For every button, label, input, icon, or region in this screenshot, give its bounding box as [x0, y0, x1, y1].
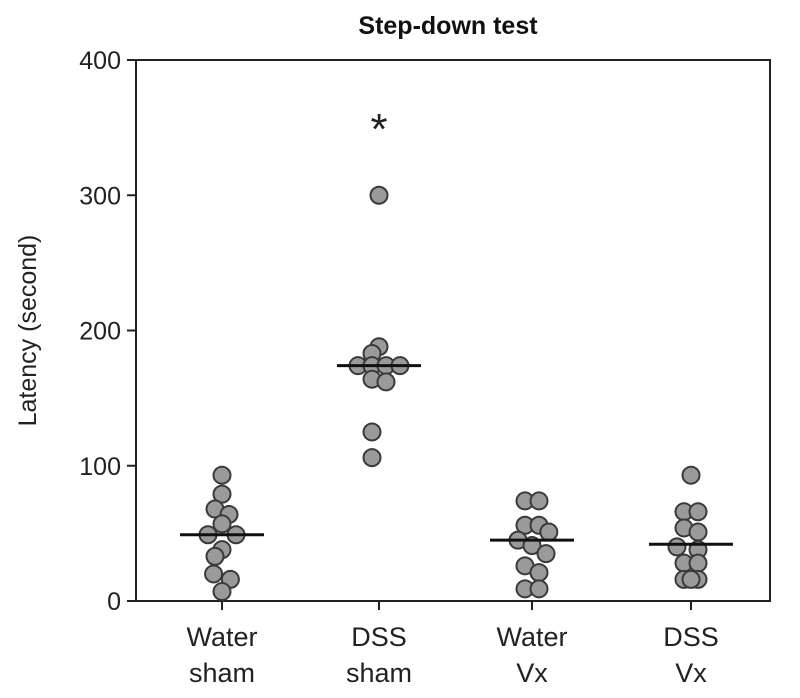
series-group: [337, 185, 421, 468]
x-category-label-line2: Vx: [516, 658, 548, 688]
data-point: [362, 422, 382, 442]
x-category-label-line1: Water: [496, 622, 567, 652]
data-point: [536, 544, 556, 564]
y-axis: 0 100 200 300 400 Latency (second): [14, 47, 136, 616]
annotations: *: [370, 105, 387, 154]
data-point: [212, 465, 232, 485]
x-category-label-line2: Vx: [675, 658, 707, 688]
data-point: [681, 569, 701, 589]
data-point: [529, 579, 549, 599]
data-point: [204, 564, 224, 584]
data-point: [681, 465, 701, 485]
y-axis-label: Latency (second): [14, 235, 42, 427]
x-category-label-line1: DSS: [351, 622, 407, 652]
data-point: [688, 522, 708, 542]
series-group: [180, 465, 264, 602]
x-category-label-line1: Water: [186, 622, 257, 652]
chart-title: Step-down test: [358, 12, 538, 40]
data-point: [362, 448, 382, 468]
data-marks: [180, 185, 733, 602]
y-tick-label: 200: [79, 318, 121, 346]
significance-asterisk: *: [370, 105, 387, 154]
x-category-label-line1: DSS: [663, 622, 719, 652]
data-point: [529, 491, 549, 511]
y-tick-label: 100: [79, 453, 121, 481]
data-point: [667, 537, 687, 557]
x-category-label-line2: sham: [189, 658, 255, 688]
data-point: [688, 553, 708, 573]
data-point: [688, 502, 708, 522]
data-point: [539, 522, 559, 542]
y-tick-label: 0: [107, 588, 121, 616]
data-point: [369, 185, 389, 205]
data-point: [212, 514, 232, 534]
y-tick-label: 300: [79, 182, 121, 210]
series-group: [649, 465, 733, 589]
series-group: [490, 491, 574, 599]
data-point: [212, 582, 232, 602]
data-point: [376, 372, 396, 392]
x-category-label-line2: sham: [346, 658, 412, 688]
data-point: [205, 546, 225, 566]
y-tick-label: 400: [79, 47, 121, 75]
data-point: [529, 563, 549, 583]
x-axis: Water sham DSS sham Water Vx DSS Vx: [186, 601, 719, 688]
